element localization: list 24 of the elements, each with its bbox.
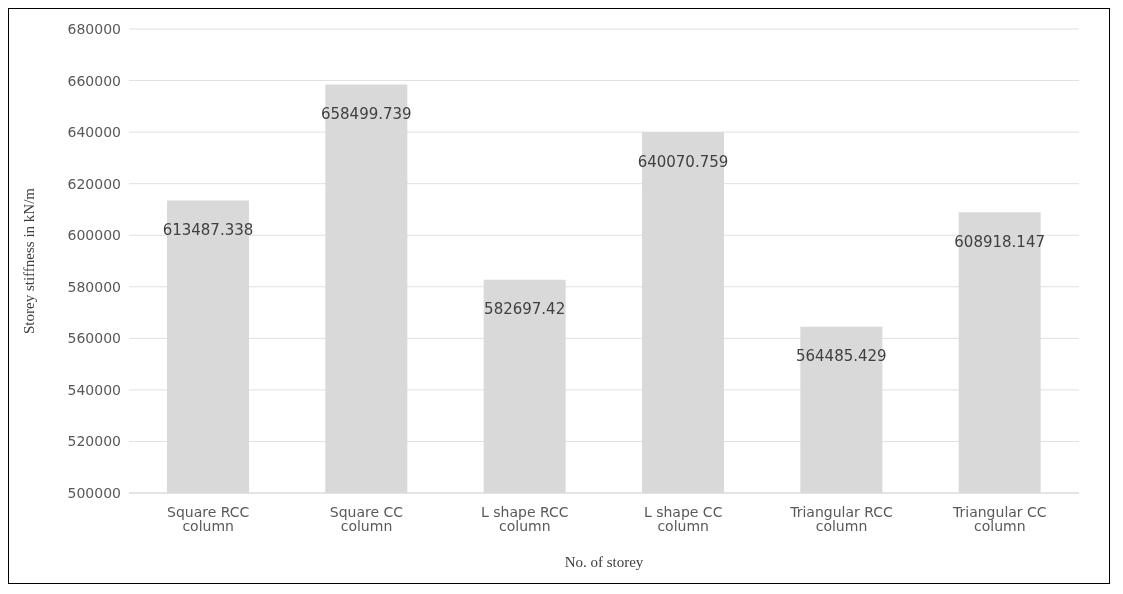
data-label: 658499.739 (321, 105, 412, 124)
y-tick-label: 580000 (67, 278, 121, 295)
data-label: 564485.429 (796, 347, 887, 366)
data-label: 582697.42 (484, 300, 566, 319)
y-tick-label: 520000 (67, 433, 121, 450)
data-label: 613487.338 (162, 221, 254, 240)
data-label: 608918.147 (954, 232, 1045, 251)
x-tick-label: L shape RCC column (481, 503, 569, 534)
y-tick-label: 600000 (67, 227, 121, 244)
data-label: 640070.759 (637, 152, 729, 171)
y-tick-label: 500000 (67, 484, 121, 501)
y-tick-label: 620000 (67, 175, 121, 192)
x-axis-title: No. of storey (564, 554, 644, 570)
y-tick-label: 640000 (67, 124, 121, 141)
y-axis-title: Storey stiffness in kN/m (21, 187, 38, 334)
x-tick-label: Square RCC column (167, 503, 250, 534)
x-tick-label: Square CC column (329, 503, 404, 534)
y-tick-label: 540000 (67, 381, 121, 398)
x-tick-label: L shape CC column (643, 503, 723, 534)
x-tick-label: Triangular CC column (952, 503, 1047, 534)
y-tick-label: 560000 (67, 330, 121, 347)
y-tick-label: 680000 (67, 20, 121, 37)
y-tick-label: 660000 (67, 72, 121, 89)
x-tick-label: Triangular RCC column (789, 503, 894, 534)
